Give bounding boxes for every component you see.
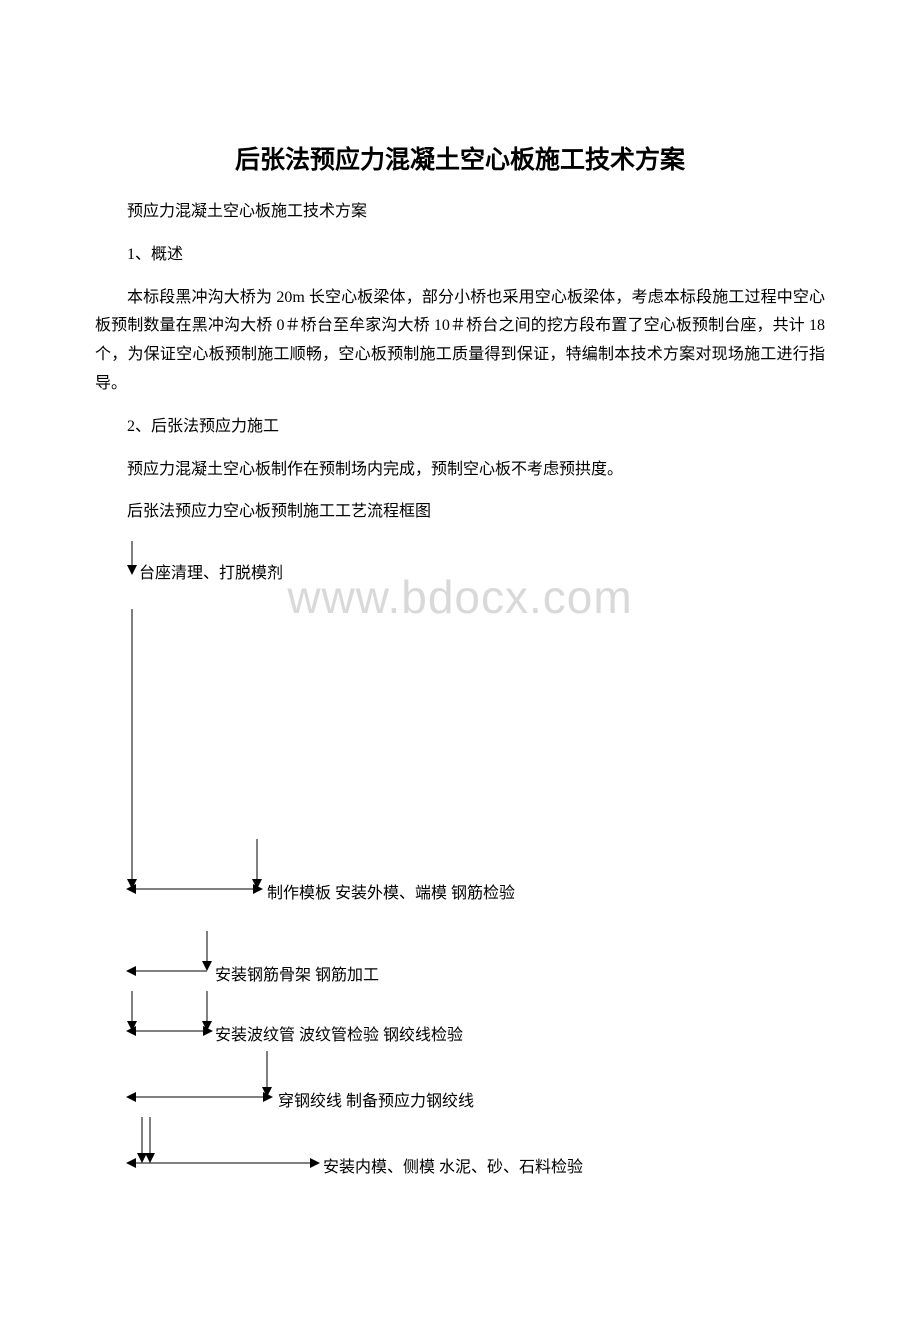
section1-heading: 1、概述: [95, 241, 825, 270]
section2-line2: 后张法预应力空心板预制施工工艺流程框图: [95, 498, 825, 527]
flow-step-1-label: 台座清理、打脱模剂: [139, 559, 283, 583]
arrow-step6: [126, 1117, 326, 1165]
flow-step-5: 穿钢绞线 制备预应力钢绞线: [278, 1087, 474, 1111]
flow-step-3: 安装钢筋骨架 钢筋加工: [215, 961, 379, 985]
flow-step-5-label: 穿钢绞线 制备预应力钢绞线: [278, 1087, 474, 1111]
flow-step-2: 制作模板 安装外模、端模 钢筋检验: [267, 879, 515, 903]
section1-body: 本标段黑冲沟大桥为 20m 长空心板梁体，部分小桥也采用空心板梁体，考虑本标段施…: [95, 284, 825, 399]
section2-heading: 2、后张法预应力施工: [95, 413, 825, 442]
flow-step-4: 安装波纹管 波纹管检验 钢绞线检验: [215, 1021, 463, 1045]
flow-step-4-label: 安装波纹管 波纹管检验 钢绞线检验: [215, 1021, 463, 1045]
arrow-step2-box: [126, 839, 266, 891]
section2-line1: 预应力混凝土空心板制作在预制场内完成，预制空心板不考虑预拱度。: [95, 456, 825, 485]
flow-step-2-label: 制作模板 安装外模、端模 钢筋检验: [267, 879, 515, 903]
document-page: 后张法预应力混凝土空心板施工技术方案 预应力混凝土空心板施工技术方案 1、概述 …: [0, 0, 920, 1321]
flowchart-area: 台座清理、打脱模剂 制作模板 安装外模、端模 钢筋检验: [95, 541, 825, 1261]
flow-step-3-label: 安装钢筋骨架 钢筋加工: [215, 961, 379, 985]
flow-step-6: 安装内模、侧模 水泥、砂、石料检验: [323, 1153, 583, 1177]
arrow-step4: [126, 991, 226, 1033]
document-title: 后张法预应力混凝土空心板施工技术方案: [95, 140, 825, 176]
arrow-step3: [126, 931, 226, 973]
flow-step-1: 台座清理、打脱模剂: [139, 559, 283, 583]
arrow-step5: [126, 1051, 276, 1099]
arrow-step1: [126, 541, 138, 575]
flow-step-6-label: 安装内模、侧模 水泥、砂、石料检验: [323, 1153, 583, 1177]
subtitle-line: 预应力混凝土空心板施工技术方案: [95, 198, 825, 227]
